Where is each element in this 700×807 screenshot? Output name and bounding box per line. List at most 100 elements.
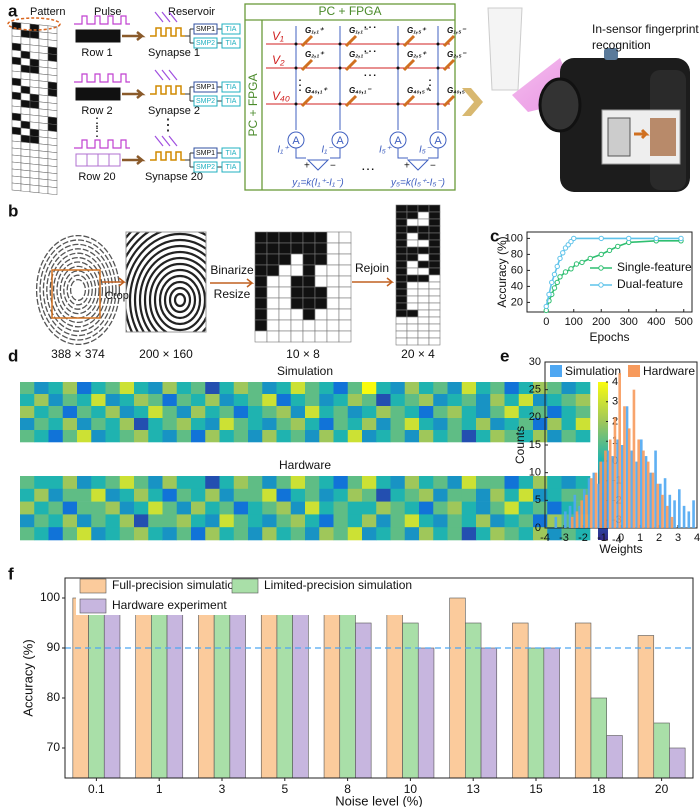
heatmap-cell xyxy=(262,514,277,528)
heatmap-cell xyxy=(476,418,491,431)
heatmap-cell xyxy=(148,527,163,541)
line-point xyxy=(626,235,632,242)
histogram-bar xyxy=(606,450,610,528)
binary-pixel xyxy=(338,253,352,266)
fpga-label: PC + FPGA xyxy=(246,73,260,136)
bar xyxy=(527,647,545,779)
decor-g: 20 40 60 80 100 0 100 200 300 400 500 Epochs Accurac… xyxy=(495,231,693,344)
heatmap-cell xyxy=(518,394,534,407)
heatmap-cell xyxy=(319,488,334,502)
arrow xyxy=(122,155,146,165)
binary-pixel xyxy=(302,330,316,343)
binary-pixel xyxy=(266,330,280,343)
bar xyxy=(213,597,231,779)
heatmap-cell xyxy=(518,514,534,528)
heatmap-cell xyxy=(533,406,548,419)
sign-minus: − xyxy=(430,161,436,172)
heatmap-cell xyxy=(319,406,334,419)
binary-pixel xyxy=(417,309,430,318)
heatmap-cell xyxy=(233,418,249,431)
subtractor xyxy=(406,159,430,171)
junction xyxy=(338,66,342,70)
line-point xyxy=(606,247,613,254)
heatmap-cell xyxy=(319,501,334,515)
line-point xyxy=(579,259,585,266)
heatmap-cell xyxy=(461,382,477,395)
heatmap-cell xyxy=(575,476,591,490)
wire xyxy=(185,152,222,168)
fingerprint-ridge xyxy=(148,262,206,332)
junction xyxy=(436,102,440,106)
bar xyxy=(355,622,372,779)
heatmap-cell xyxy=(461,527,477,541)
heatmap-cell xyxy=(476,527,491,541)
binary-pixel xyxy=(254,286,268,299)
binary-pixel xyxy=(406,246,419,255)
pattern-cell xyxy=(38,157,49,167)
binary-pixel xyxy=(338,286,352,299)
memristor xyxy=(402,34,416,48)
binary-pixel xyxy=(266,286,280,299)
x-tick-label: 13 xyxy=(467,782,481,796)
binary-pixel xyxy=(417,316,430,325)
conductance-label: G₁,₁⁺ xyxy=(305,26,324,35)
bar xyxy=(103,597,121,779)
heatmap-cell xyxy=(347,527,363,541)
heatmap-cell xyxy=(547,488,562,502)
bar xyxy=(151,597,168,779)
heatmap-cell xyxy=(276,394,292,407)
histogram-bar xyxy=(583,489,586,528)
step-arrow xyxy=(352,277,395,287)
heatmap-cell xyxy=(148,418,163,431)
binary-pixel xyxy=(290,308,304,321)
heatmap-cell xyxy=(20,430,35,443)
pattern-cell xyxy=(20,169,31,179)
bar xyxy=(339,610,356,779)
conductance-label: G₂,₅⁻ xyxy=(447,50,467,59)
binary-pixel xyxy=(428,218,441,227)
pattern-cell xyxy=(20,92,31,102)
histogram-bar xyxy=(592,472,596,528)
binary-pixel xyxy=(278,286,292,299)
binary-pixel xyxy=(428,337,441,346)
binary-pixel xyxy=(406,232,419,241)
size-label: 20 × 4 xyxy=(401,347,435,361)
heatmap-cell xyxy=(533,514,548,528)
fingerprint-ridge xyxy=(133,244,206,332)
heatmap-cell xyxy=(305,406,320,419)
binary-pixel xyxy=(326,253,340,266)
heatmap-cell xyxy=(561,394,577,407)
heatmap-cell xyxy=(191,501,206,515)
heatmap-cell xyxy=(461,394,477,407)
histogram-bar xyxy=(661,494,664,528)
heatmap-cell xyxy=(419,488,434,502)
heatmap-cell xyxy=(290,394,306,407)
heatmap-cell xyxy=(390,514,406,528)
output-formula: y₁=k(I₁⁺-I₁⁻) xyxy=(291,178,343,189)
legend-label: Hardware experiment xyxy=(112,598,227,612)
heatmap-cell xyxy=(547,418,562,431)
heatmap-cell xyxy=(119,418,135,431)
heatmap-cell xyxy=(20,394,35,407)
pattern-cell xyxy=(38,143,49,153)
legend-label: Single-feature xyxy=(617,260,692,274)
binary-pixel xyxy=(406,295,419,304)
heatmap-cell xyxy=(119,514,135,528)
decor-g: Crop Binarize Resize Rejoin 388 × 374 200 × 1… xyxy=(35,204,441,361)
light-arrows xyxy=(154,11,178,23)
histogram-bar xyxy=(594,472,598,528)
pattern-cell xyxy=(47,137,58,147)
heatmap-cell xyxy=(205,476,220,490)
pattern-cell xyxy=(11,63,22,73)
heatmap-cell xyxy=(191,488,206,502)
binary-pixel xyxy=(290,275,304,288)
pattern-cell xyxy=(29,86,40,96)
conductance-label: G₂,₁⁻ xyxy=(349,50,368,59)
heatmap-cell xyxy=(347,418,363,431)
binary-pixel xyxy=(290,319,304,332)
pattern-cell xyxy=(29,65,40,75)
heatmap-cell xyxy=(419,476,434,490)
junction xyxy=(294,102,298,106)
histogram-bar xyxy=(627,428,631,528)
heatmap-cell xyxy=(447,418,463,431)
